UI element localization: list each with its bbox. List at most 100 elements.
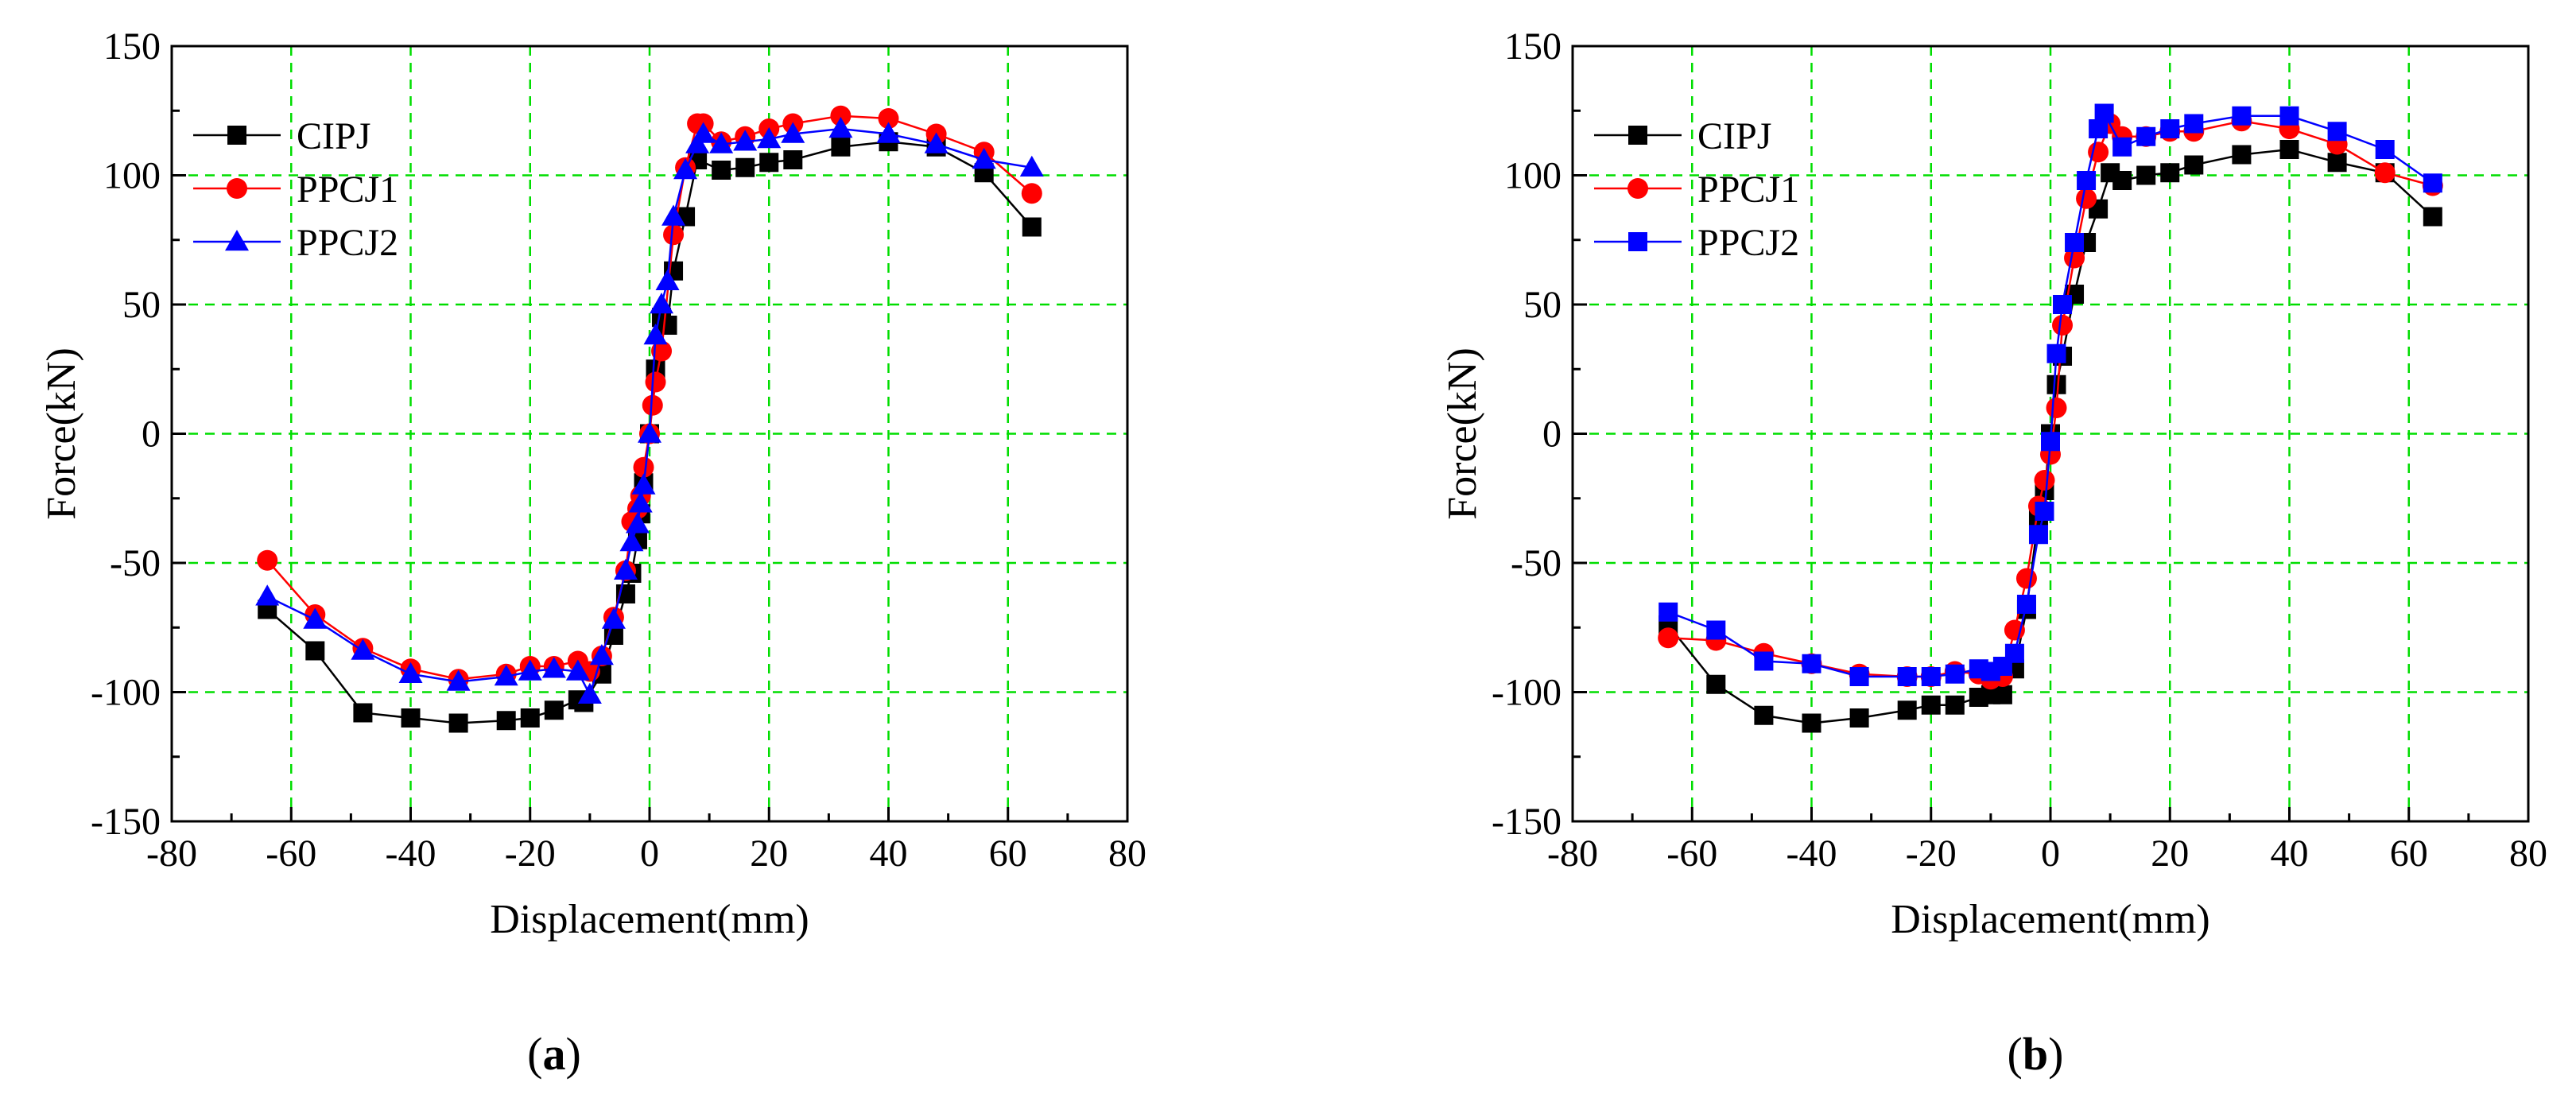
data-point-ppcj2: [2046, 343, 2066, 363]
data-point-ppcj2: [589, 644, 614, 665]
x-axis-label-a: Displacement(mm): [490, 897, 809, 942]
y-tick-label-a: 0: [142, 413, 161, 456]
data-point-ppcj2: [924, 132, 949, 153]
data-point-cipj: [305, 641, 325, 661]
series-b-ppcj2: [1658, 103, 2442, 686]
data-point-cipj: [735, 157, 755, 177]
data-point-ppcj2: [2028, 525, 2048, 545]
data-point-ppcj2: [876, 122, 901, 143]
data-point-cipj: [2184, 155, 2204, 175]
legend-marker-ppcj2: [225, 230, 249, 251]
data-point-ppcj1: [257, 549, 278, 571]
series-line-ppcj1: [266, 114, 1033, 681]
y-tick-label-a: 100: [103, 155, 161, 197]
x-tick-label-a: 20: [750, 832, 788, 875]
panel-label-b-letter: b: [2023, 1028, 2048, 1080]
data-point-ppcj2: [643, 324, 668, 345]
x-tick-label-a: 60: [989, 832, 1027, 875]
data-point-ppcj1: [2076, 188, 2097, 209]
data-point-cipj: [2160, 163, 2180, 183]
data-point-ppcj2: [631, 473, 656, 495]
panel-label-a-open: (: [527, 1028, 542, 1080]
data-point-ppcj2: [828, 117, 853, 138]
x-tick-label-b: 20: [2151, 832, 2189, 875]
panel-label-b-close: ): [2048, 1028, 2063, 1080]
data-point-ppcj2: [650, 293, 674, 314]
data-point-ppcj1: [2034, 470, 2055, 491]
panel-b: -80 -60 -40 -20 0 20 40 60 80 -150 -100 -50 0 50 100 15…: [1440, 25, 2547, 1080]
data-point-cipj: [1849, 708, 1869, 728]
x-tick-label-a: 0: [640, 832, 659, 875]
x-tick-label-b: 80: [2509, 832, 2547, 875]
data-point-ppcj1: [633, 456, 654, 478]
x-tick-label-a: -20: [505, 832, 556, 875]
legend-marker-cipj: [1628, 126, 1647, 145]
y-tick-label-a: -100: [91, 672, 161, 714]
data-point-ppcj2: [2375, 140, 2395, 159]
data-point-cipj: [1897, 700, 1917, 720]
legend-entry-a-cipj: CIPJ: [193, 115, 370, 157]
data-point-ppcj2: [2232, 106, 2252, 126]
data-point-cipj: [496, 711, 516, 731]
data-point-ppcj2: [655, 269, 680, 290]
data-point-ppcj2: [2279, 106, 2299, 126]
y-tick-label-b: 150: [1504, 25, 1562, 68]
data-point-ppcj2: [2112, 137, 2132, 157]
data-point-ppcj1: [645, 371, 666, 393]
data-point-ppcj2: [1921, 667, 1941, 686]
panel-a: -80 -60 -40 -20 0 20 40 60 80 -150 -100 -50 0 50 100 15…: [39, 25, 1146, 1080]
plot-area-b: -80 -60 -40 -20 0 20 40 60 80 -150 -100 -50 0 50 100 15…: [1440, 25, 2547, 942]
legend-marker-ppcj2: [1628, 232, 1647, 251]
legend-label-ppcj1: PPCJ1: [297, 169, 398, 211]
data-point-ppcj2: [661, 204, 686, 226]
panel-label-b: (b): [2008, 1028, 2064, 1080]
x-tick-label-b: 0: [2041, 832, 2060, 875]
data-point-cipj: [712, 161, 731, 180]
data-point-ppcj2: [1658, 602, 1678, 622]
y-tick-label-b: 100: [1504, 155, 1562, 197]
legend-marker-ppcj1: [227, 178, 247, 199]
data-point-ppcj2: [565, 659, 590, 681]
data-point-cipj: [2327, 153, 2347, 173]
panel-label-b-open: (: [2008, 1028, 2023, 1080]
data-point-ppcj1: [642, 394, 663, 416]
x-tick-label-a: -60: [266, 832, 316, 875]
data-point-cipj: [759, 153, 779, 173]
data-point-cipj: [520, 708, 540, 728]
data-point-ppcj2: [494, 665, 518, 686]
data-point-ppcj2: [518, 659, 542, 681]
data-point-ppcj2: [1897, 667, 1917, 686]
data-point-ppcj2: [2053, 295, 2073, 314]
x-tick-label-b: 40: [2271, 832, 2309, 875]
data-point-ppcj2: [2065, 233, 2085, 252]
data-point-ppcj2: [1849, 667, 1869, 686]
x-tick-label-b: -20: [1906, 832, 1957, 875]
data-point-ppcj2: [351, 638, 375, 660]
data-point-ppcj2: [709, 132, 734, 153]
panel-label-a-letter: a: [543, 1028, 566, 1080]
legend-marker-cipj: [227, 126, 246, 145]
y-tick-label-a: -50: [110, 542, 161, 584]
legend-entry-a-ppcj2: PPCJ2: [193, 222, 398, 264]
data-point-cipj: [1945, 695, 1965, 715]
data-point-cipj: [1022, 217, 1042, 237]
legend-label-ppcj2: PPCJ2: [1697, 222, 1799, 264]
data-point-ppcj2: [601, 607, 626, 629]
data-point-cipj: [1802, 713, 1821, 733]
data-point-ppcj1: [1021, 183, 1042, 204]
legend-entry-a-ppcj1: PPCJ1: [193, 169, 398, 211]
x-tick-label-b: 60: [2390, 832, 2428, 875]
y-tick-label-a: -150: [91, 801, 161, 843]
x-axis-label-b: Displacement(mm): [1891, 897, 2209, 942]
data-point-cipj: [544, 700, 564, 720]
panel-label-a: (a): [527, 1028, 581, 1080]
data-point-ppcj2: [1019, 155, 1044, 177]
data-point-ppcj2: [619, 530, 644, 552]
data-point-ppcj2: [2094, 103, 2114, 123]
plot-area-a: -80 -60 -40 -20 0 20 40 60 80 -150 -100 -50 0 50 100 15…: [39, 25, 1146, 942]
legend-label-ppcj2: PPCJ2: [297, 222, 398, 264]
data-point-ppcj2: [1945, 664, 1965, 684]
data-point-ppcj2: [446, 669, 471, 691]
data-point-cipj: [353, 703, 373, 723]
